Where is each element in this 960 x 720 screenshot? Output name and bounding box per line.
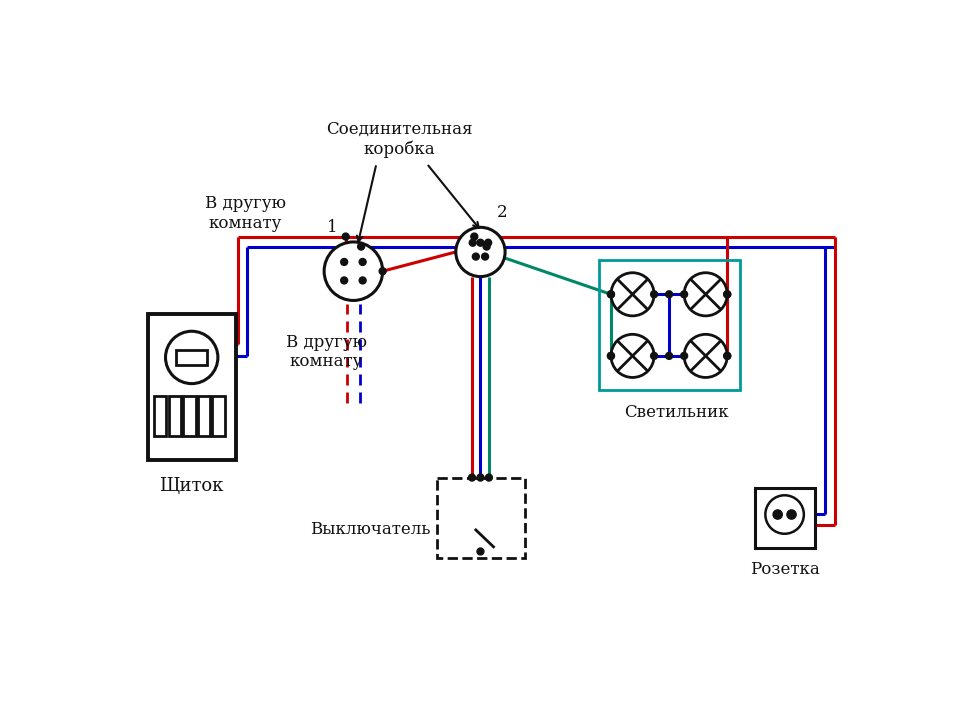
Circle shape — [608, 352, 614, 359]
Circle shape — [486, 474, 492, 481]
Circle shape — [787, 510, 796, 519]
Bar — [198, 396, 210, 436]
Circle shape — [341, 258, 348, 266]
Circle shape — [477, 239, 484, 246]
Bar — [183, 396, 196, 436]
Circle shape — [608, 352, 614, 359]
Circle shape — [724, 291, 731, 298]
Circle shape — [681, 352, 687, 359]
Circle shape — [469, 239, 476, 246]
Text: Соединительная
коробка: Соединительная коробка — [326, 121, 473, 158]
Text: В другую
комнату: В другую комнату — [286, 334, 367, 370]
Circle shape — [651, 291, 658, 298]
Circle shape — [665, 352, 673, 359]
Circle shape — [611, 273, 654, 316]
Text: Светильник: Светильник — [625, 404, 729, 420]
Circle shape — [773, 510, 782, 519]
Circle shape — [379, 268, 386, 274]
Text: Выключатель: Выключатель — [310, 521, 430, 538]
Circle shape — [608, 291, 614, 298]
Circle shape — [477, 548, 484, 555]
Bar — [437, 477, 525, 559]
Circle shape — [358, 243, 365, 250]
Circle shape — [472, 253, 479, 260]
Circle shape — [456, 228, 505, 276]
Text: Розетка: Розетка — [750, 562, 820, 578]
Bar — [169, 396, 180, 436]
Circle shape — [681, 291, 687, 298]
Bar — [177, 350, 207, 365]
Bar — [148, 313, 236, 460]
Circle shape — [724, 291, 731, 298]
Circle shape — [477, 474, 484, 481]
Circle shape — [611, 334, 654, 377]
Circle shape — [684, 334, 728, 377]
Text: 2: 2 — [496, 204, 507, 221]
Circle shape — [468, 474, 475, 481]
Circle shape — [765, 495, 804, 534]
Circle shape — [470, 233, 478, 240]
Circle shape — [485, 239, 492, 246]
Circle shape — [724, 352, 731, 359]
Bar — [154, 396, 166, 436]
Bar — [599, 261, 739, 390]
Circle shape — [665, 291, 673, 298]
Circle shape — [608, 291, 614, 298]
Circle shape — [324, 242, 383, 300]
Text: 1: 1 — [326, 219, 337, 235]
Circle shape — [165, 331, 218, 384]
Circle shape — [341, 277, 348, 284]
Bar — [212, 396, 225, 436]
Circle shape — [359, 277, 366, 284]
Circle shape — [651, 352, 658, 359]
Text: Щиток: Щиток — [159, 477, 224, 495]
Circle shape — [359, 258, 366, 266]
Circle shape — [483, 243, 490, 250]
Text: В другую
комнату: В другую комнату — [205, 195, 286, 232]
Circle shape — [684, 273, 728, 316]
Circle shape — [724, 352, 731, 359]
Circle shape — [482, 253, 489, 260]
Circle shape — [342, 233, 349, 240]
Bar — [755, 487, 815, 548]
